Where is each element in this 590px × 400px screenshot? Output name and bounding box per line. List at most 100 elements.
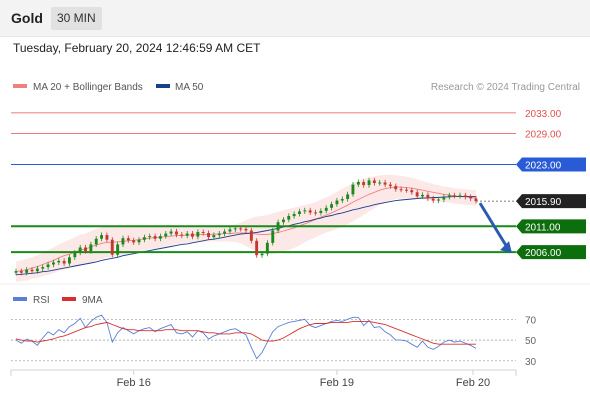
candle-body [271, 230, 275, 243]
candle-body [105, 235, 109, 240]
candle-body [330, 204, 333, 208]
candle-body [394, 186, 398, 190]
candle-body [351, 184, 355, 195]
candle-body [463, 195, 467, 197]
candle-body [62, 260, 66, 264]
candle-body [207, 233, 210, 238]
candle-body [340, 199, 344, 201]
candle-body [68, 257, 71, 264]
candle-body [437, 199, 440, 201]
forecast-arrow-shaft [478, 202, 509, 248]
candle-body [30, 269, 34, 272]
candle-body [356, 182, 360, 185]
candle-body [282, 219, 285, 223]
candle-body [249, 230, 253, 241]
candle-body [126, 238, 130, 241]
candle-body [110, 239, 114, 255]
candle-body [94, 238, 98, 245]
candle-body [191, 233, 194, 237]
candle-body [180, 234, 184, 236]
x-tick-label: Feb 20 [456, 377, 490, 389]
candle-body [175, 231, 178, 235]
candle-body [25, 269, 29, 273]
candle-body [405, 189, 408, 191]
candle-body [292, 214, 296, 217]
candle-body [255, 240, 259, 256]
candle-body [164, 233, 168, 237]
candle-body [372, 180, 376, 183]
level-label-2023.00: 2023.00 [525, 161, 562, 172]
forecast-arrow-head [500, 241, 512, 254]
candle-body [453, 195, 456, 197]
candle-body [142, 237, 146, 240]
ma9-legend-label: 9MA [82, 295, 103, 306]
candle-body [303, 210, 307, 212]
candle-body [148, 236, 152, 238]
candle-body [458, 195, 462, 197]
rsi-tick-30: 30 [525, 357, 537, 368]
candles-layer [14, 177, 478, 276]
ma20-legend-label: MA 20 + Bollinger Bands [33, 82, 143, 93]
candle-body [469, 196, 473, 199]
candle-body [378, 182, 382, 184]
candle-body [447, 195, 451, 197]
symbol-title: Gold [11, 10, 43, 26]
candle-body [308, 210, 312, 213]
candle-body [169, 231, 173, 234]
candle-body [73, 252, 77, 258]
candle-body [217, 233, 221, 236]
candle-body [239, 228, 243, 230]
candle-body [388, 184, 392, 187]
ma9-line [15, 320, 476, 345]
current-price-label: 2015.90 [525, 197, 562, 208]
candle-body [41, 267, 45, 269]
candle-body [196, 232, 200, 237]
candle-body [52, 262, 55, 265]
x-tick-label: Feb 16 [117, 377, 151, 389]
candle-body [335, 200, 339, 205]
price-labels-layer: 2033.00 2029.00 2023.00 2011.00 2006.00 2015.… [478, 109, 586, 260]
candle-body [244, 228, 248, 231]
rsi-legend-label: RSI [33, 295, 50, 306]
candle-body [84, 247, 87, 252]
rsi-tick-50: 50 [525, 336, 537, 347]
candle-body [298, 211, 301, 214]
candle-body [265, 242, 269, 254]
candle-body [19, 271, 23, 273]
candle-body [431, 198, 435, 201]
candle-body [223, 231, 226, 234]
candle-body [421, 194, 424, 197]
datetime-label: Tuesday, February 20, 2024 12:46:59 AM C… [13, 41, 261, 55]
price-levels-layer [11, 112, 516, 254]
ma50-legend-label: MA 50 [175, 82, 204, 93]
candle-body [158, 236, 162, 239]
candle-body [442, 196, 446, 200]
candle-body [121, 238, 125, 245]
candle-body [362, 182, 366, 186]
candle-body [415, 192, 419, 197]
candle-body [410, 190, 414, 193]
x-tick-label: Feb 19 [320, 377, 354, 389]
level-label-2011.00: 2011.00 [525, 222, 561, 233]
candle-body [46, 264, 50, 268]
candle-body [78, 247, 82, 253]
candle-body [35, 268, 39, 272]
candle-body [116, 244, 120, 255]
candle-body [324, 207, 328, 211]
level-tag-2006.00 [516, 245, 586, 260]
candle-body [89, 244, 93, 252]
candle-body [287, 216, 291, 220]
ma9-legend-swatch [62, 297, 76, 301]
candle-body [185, 233, 189, 236]
candle-body [426, 194, 430, 199]
candle-body [14, 271, 18, 273]
candle-body [228, 229, 232, 232]
candle-body [57, 260, 61, 263]
level-label-2029.00: 2029.00 [525, 130, 562, 141]
rsi-tick-70: 70 [525, 315, 537, 326]
x-axis-ticks: Feb 16 Feb 19 Feb 20 [117, 370, 490, 389]
research-credit: Research © 2024 Trading Central [431, 82, 580, 93]
level-label-2033.00: 2033.00 [525, 109, 562, 120]
timeframe-button[interactable]: 30 MIN [51, 7, 102, 30]
